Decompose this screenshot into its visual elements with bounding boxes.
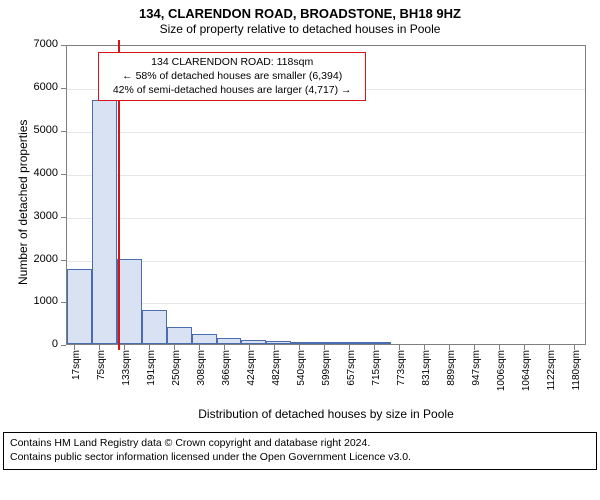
x-axis-title: Distribution of detached houses by size …: [66, 407, 586, 421]
x-tick: 482sqm: [274, 344, 275, 350]
x-tick: 17sqm: [74, 344, 75, 350]
x-tick-label: 250sqm: [171, 350, 182, 400]
anno-line3: 42% of semi-detached houses are larger (…: [105, 84, 359, 98]
x-tick-label: 424sqm: [246, 350, 257, 400]
x-tick: 773sqm: [399, 344, 400, 350]
x-tick: 889sqm: [449, 344, 450, 350]
histogram-bar: [266, 341, 291, 344]
histogram-bar: [192, 334, 217, 345]
x-tick: 1064sqm: [524, 344, 525, 350]
x-tick-label: 773sqm: [396, 350, 407, 400]
x-tick-label: 191sqm: [146, 350, 157, 400]
histogram-bar: [366, 342, 391, 344]
x-tick-label: 715sqm: [371, 350, 382, 400]
footer-line1: Contains HM Land Registry data © Crown c…: [10, 437, 590, 451]
x-tick-label: 1064sqm: [521, 350, 532, 400]
x-tick: 1006sqm: [499, 344, 500, 350]
x-tick-label: 75sqm: [96, 350, 107, 400]
y-tick-label: 7000: [34, 38, 58, 50]
x-tick-label: 657sqm: [346, 350, 357, 400]
x-tick-label: 366sqm: [221, 350, 232, 400]
x-tick-label: 482sqm: [271, 350, 282, 400]
x-tick-label: 1006sqm: [496, 350, 507, 400]
histogram-bar: [67, 269, 92, 344]
x-tick: 947sqm: [474, 344, 475, 350]
chart-title-block: 134, CLARENDON ROAD, BROADSTONE, BH18 9H…: [0, 0, 600, 37]
x-tick: 1180sqm: [574, 344, 575, 350]
subject-annotation: 134 CLARENDON ROAD: 118sqm← 58% of detac…: [98, 52, 366, 101]
x-tick: 715sqm: [374, 344, 375, 350]
x-tick: 366sqm: [224, 344, 225, 350]
x-tick-label: 17sqm: [71, 350, 82, 400]
x-tick: 133sqm: [124, 344, 125, 350]
y-tick-label: 1000: [34, 295, 58, 307]
x-tick-label: 889sqm: [446, 350, 457, 400]
histogram-bar: [341, 342, 366, 344]
y-tick-label: 0: [52, 338, 58, 350]
x-tick: 540sqm: [299, 344, 300, 350]
x-tick-label: 1122sqm: [546, 350, 557, 400]
x-tick-label: 1180sqm: [571, 350, 582, 400]
y-tick-label: 3000: [34, 210, 58, 222]
x-tick: 191sqm: [149, 344, 150, 350]
anno-line1: 134 CLARENDON ROAD: 118sqm: [105, 56, 359, 70]
y-tick-label: 4000: [34, 167, 58, 179]
anno-line2: ← 58% of detached houses are smaller (6,…: [105, 70, 359, 84]
x-tick-label: 947sqm: [471, 350, 482, 400]
x-tick: 308sqm: [199, 344, 200, 350]
histogram-bar: [117, 259, 142, 345]
histogram-bar: [92, 100, 117, 344]
x-tick: 831sqm: [424, 344, 425, 350]
x-tick: 1122sqm: [549, 344, 550, 350]
x-tick-label: 599sqm: [321, 350, 332, 400]
title-line2: Size of property relative to detached ho…: [0, 22, 600, 37]
x-tick: 657sqm: [349, 344, 350, 350]
x-tick: 424sqm: [249, 344, 250, 350]
y-tick-label: 5000: [34, 124, 58, 136]
histogram-chart: 17sqm 75sqm 133sqm 191sqm 250sqm 308sqm 366sqm…: [0, 37, 600, 432]
x-tick-label: 133sqm: [121, 350, 132, 400]
histogram-bar: [142, 310, 167, 344]
x-tick-label: 540sqm: [296, 350, 307, 400]
x-tick-label: 831sqm: [421, 350, 432, 400]
histogram-bar: [316, 342, 341, 344]
y-tick-label: 6000: [34, 81, 58, 93]
histogram-bar: [241, 340, 266, 344]
x-tick-label: 308sqm: [196, 350, 207, 400]
histogram-bar: [167, 327, 192, 344]
x-tick: 250sqm: [174, 344, 175, 350]
x-tick: 75sqm: [99, 344, 100, 350]
footer-line2: Contains public sector information licen…: [10, 451, 590, 465]
plot-area: 17sqm75sqm133sqm191sqm250sqm308sqm366sqm…: [66, 45, 586, 345]
y-axis-title: Number of detached properties: [16, 120, 30, 285]
y-tick-label: 2000: [34, 253, 58, 265]
title-line1: 134, CLARENDON ROAD, BROADSTONE, BH18 9H…: [0, 6, 600, 22]
x-tick: 599sqm: [324, 344, 325, 350]
histogram-bar: [217, 338, 242, 344]
histogram-bar: [291, 342, 316, 345]
attribution-footer: Contains HM Land Registry data © Crown c…: [3, 432, 597, 469]
